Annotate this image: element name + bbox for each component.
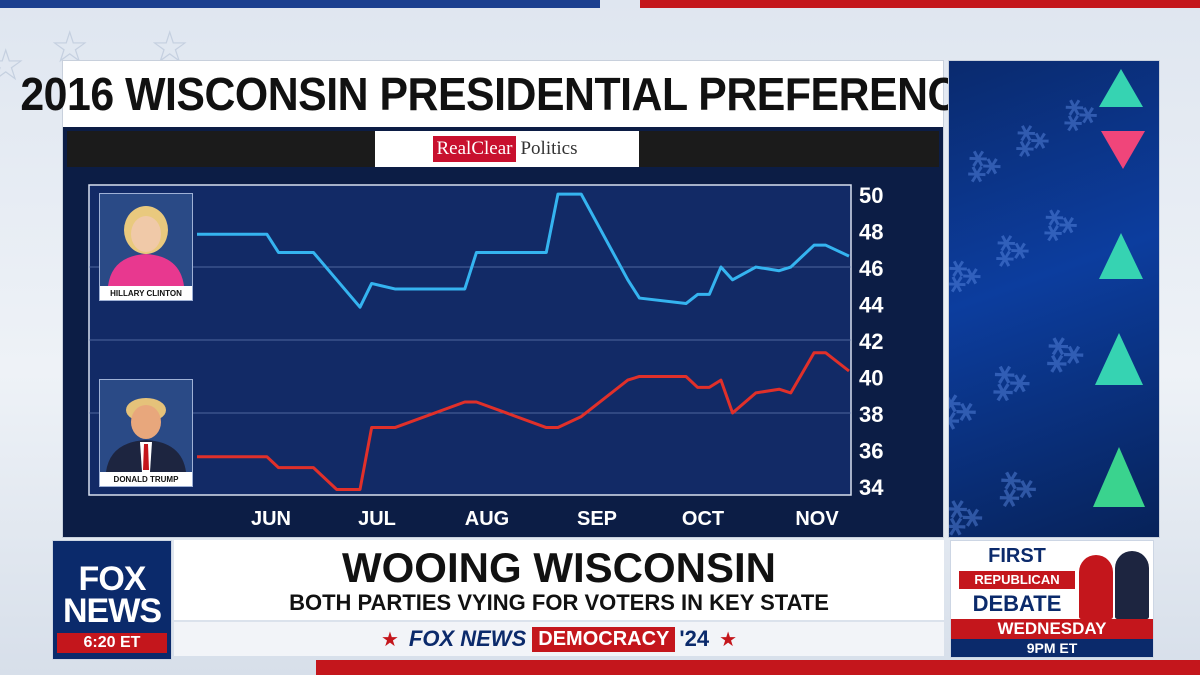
chart-title: 2016 WISCONSIN PRESIDENTIAL PREFERENCE <box>20 68 986 120</box>
series-layer <box>197 192 850 492</box>
y-tick-label: 34 <box>859 475 884 500</box>
promo-line1: FIRST <box>988 545 1046 567</box>
up-arrow-icon <box>1099 233 1143 279</box>
network-logo: FOX NEWS 6:20 ET <box>52 540 172 660</box>
candidate-portrait-top <box>100 194 192 286</box>
lower-third: FOX NEWS 6:20 ET WOOING WISCONSIN BOTH P… <box>52 540 1154 660</box>
series-line-2 <box>197 351 850 492</box>
clock: 6:20 ET <box>57 633 167 653</box>
x-axis: JUN JUL AUG SEP OCT NOV <box>251 508 839 530</box>
network-name: FOX NEWS <box>63 560 162 630</box>
y-axis: 34 36 38 40 42 44 46 48 50 <box>859 183 884 500</box>
decorative-digits: ⁂ ⁂ ⁂ <box>948 199 1083 303</box>
ticker-year: '24 <box>679 626 710 651</box>
source-logo-part1: RealClear <box>432 136 517 162</box>
title-bar: 2016 WISCONSIN PRESIDENTIAL PREFERENCE <box>20 61 986 127</box>
star-icon: ☆ <box>0 40 26 91</box>
x-tick-label: NOV <box>795 508 839 530</box>
grid-layer <box>89 266 851 414</box>
headline-box: WOOING WISCONSIN BOTH PARTIES VYING FOR … <box>174 540 944 620</box>
y-tick-label: 42 <box>859 329 883 354</box>
debate-promo: FIRST REPUBLICAN DEBATE WEDNESDAY 9PM ET <box>950 540 1154 658</box>
x-tick-label: JUL <box>358 508 396 530</box>
up-arrow-icon <box>1095 333 1143 385</box>
promo-day: WEDNESDAY <box>951 619 1153 639</box>
x-tick-label: AUG <box>465 508 509 530</box>
host-figure <box>1079 555 1113 619</box>
y-tick-label: 50 <box>859 183 883 208</box>
line-chart: 34 36 38 40 42 44 46 48 50 JUN JUL AUG SEP OCT NOV <box>88 183 884 530</box>
series-line-1 <box>197 192 850 309</box>
bottom-red-bar <box>316 660 1200 675</box>
source-logo: RealClear Politics <box>375 131 639 167</box>
x-tick-label: OCT <box>682 508 724 530</box>
ticker-bar: ★ FOX NEWS DEMOCRACY '24 ★ <box>174 622 944 656</box>
y-tick-label: 38 <box>859 402 883 427</box>
ticker-brand: FOX NEWS <box>408 626 527 651</box>
decorative-digits: ⁂ ⁂ ⁂ <box>948 326 1090 440</box>
headline: WOOING WISCONSIN <box>342 544 776 591</box>
x-tick-label: SEP <box>577 508 617 530</box>
decorative-digits: ⁂ ⁂ ⁂ <box>957 89 1103 193</box>
y-tick-label: 46 <box>859 256 883 281</box>
x-tick-label: JUN <box>251 508 291 530</box>
candidate-caption-top: HILLARY CLINTON <box>100 286 192 300</box>
source-logo-part2: Politics <box>520 138 578 159</box>
decorative-digits: ⁂ ⁂ <box>948 460 1043 538</box>
y-tick-label: 48 <box>859 220 883 245</box>
decorative-market-panel: ⁂ ⁂ ⁂ ⁂ ⁂ ⁂ ⁂ ⁂ ⁂ ⁂ ⁂ <box>948 60 1160 538</box>
star-icon: ★ <box>719 627 738 651</box>
down-arrow-icon <box>1101 131 1145 169</box>
y-tick-label: 36 <box>859 438 883 463</box>
promo-line3: DEBATE <box>972 591 1062 616</box>
chart-panel: 2016 WISCONSIN PRESIDENTIAL PREFERENCE R… <box>20 60 986 538</box>
promo-time: 9PM ET <box>951 639 1153 657</box>
candidate-photo-top: HILLARY CLINTON <box>99 193 193 301</box>
source-strip: RealClear Politics <box>67 131 939 167</box>
promo-line2: REPUBLICAN <box>959 571 1075 589</box>
up-arrow-icon <box>1099 69 1143 107</box>
y-tick-label: 40 <box>859 365 883 390</box>
y-tick-label: 44 <box>859 293 884 318</box>
subheadline: BOTH PARTIES VYING FOR VOTERS IN KEY STA… <box>289 590 829 615</box>
candidate-caption-bottom: DONALD TRUMP <box>100 472 192 486</box>
top-red-bar <box>640 0 1200 8</box>
host-figure <box>1115 551 1149 619</box>
top-blue-bar <box>0 0 600 8</box>
ticker-label: DEMOCRACY <box>532 626 676 652</box>
star-icon: ★ <box>380 627 399 651</box>
candidate-photo-bottom: DONALD TRUMP <box>99 379 193 487</box>
candidate-portrait-bottom <box>100 380 192 472</box>
up-arrow-icon <box>1093 447 1145 507</box>
